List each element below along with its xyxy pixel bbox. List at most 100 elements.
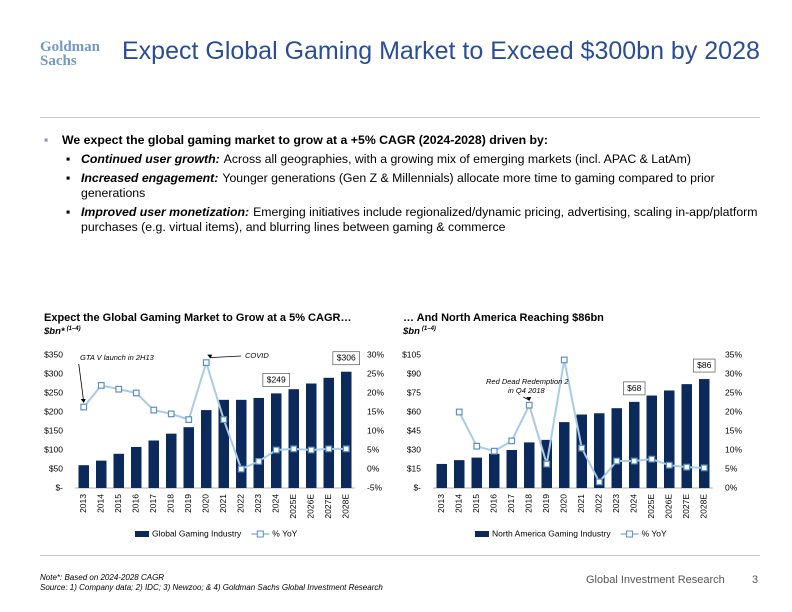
x-tick-label: 2016 [131,494,141,513]
yoy-marker [560,356,568,364]
bar [489,453,500,488]
value-label: $68 [627,383,641,393]
yoy-marker [290,445,298,453]
x-tick-label: 2013 [78,494,88,513]
y-tick-label: $30 [407,444,421,454]
logo-line: Goldman [40,39,101,55]
bar [664,390,675,488]
divider [40,117,760,118]
y-tick-label: $300 [44,368,63,378]
x-tick-label: 2026E [664,494,674,519]
y2-tick-label: 30% [367,349,384,359]
bar [524,442,535,488]
subtitle-note: (1–4) [422,326,436,332]
bar [271,393,282,488]
legend-swatch [135,531,149,537]
y-tick-label: $- [413,482,421,492]
y-tick-label: $200 [44,406,63,416]
x-tick-label: 2020 [559,494,569,513]
sub-bullet: Continued user growth:Across all geograp… [44,152,759,167]
bar [454,460,465,488]
value-label-box [332,351,361,366]
y2-tick-label: 15% [725,425,742,435]
bar [166,433,177,488]
footer: Global Investment Research [586,574,725,586]
bar [646,395,657,488]
yoy-marker [325,445,333,453]
bar [253,397,264,488]
y-tick-label: $90 [407,368,421,378]
yoy-marker [97,382,105,389]
yoy-marker [578,444,586,452]
y2-tick-label: 20% [725,406,742,416]
y2-tick-label: 5% [725,463,738,473]
bar [611,408,622,488]
annotation: Red Dead Redemption 2 [486,377,569,386]
legend-swatch [475,531,489,537]
y2-tick-label: 30% [725,368,742,378]
x-tick-label: 2016 [489,494,499,513]
bar [699,379,710,488]
y-tick-label: $100 [44,444,63,454]
yoy-marker [543,460,551,468]
bullet-text: Across all geographies, with a growing m… [223,152,691,166]
y-tick-label: $250 [44,387,63,397]
yoy-marker [132,389,140,397]
x-tick-label: 2025E [288,494,298,519]
annotation: COVID [245,351,269,360]
arrow-head [207,354,213,359]
yoy-marker [683,463,691,471]
y-tick-label: $60 [407,406,421,416]
x-tick-label: 2017 [148,494,158,513]
slide-title: Expect Global Gaming Market to Exceed $3… [122,37,760,65]
bullets: We expect the global gaming market to gr… [44,133,759,239]
yoy-marker [490,447,498,455]
bar [629,401,640,488]
bar [78,465,89,488]
value-label: $249 [267,374,286,384]
legend-label: % YoY [642,528,667,538]
notes: Note*: Based on 2024-2028 CAGR Source: 1… [40,573,383,593]
yoy-marker [185,416,193,423]
legend-marker [626,530,634,538]
y2-tick-label: 0% [725,482,738,492]
y2-tick-label: 10% [367,425,384,435]
bullet-text: Younger generations (Gen Z & Millennials… [81,171,715,200]
annotation-arrow [78,363,85,403]
x-tick-label: 2022 [594,494,604,513]
x-tick-label: 2020 [201,494,211,513]
bar [341,371,352,488]
x-tick-label: 2024 [629,494,639,513]
x-tick-label: 2015 [471,494,481,513]
yoy-marker [220,416,228,423]
y2-tick-label: 25% [725,387,742,397]
yoy-marker [202,359,210,366]
x-tick-label: 2021 [218,494,228,513]
y2-tick-label: 0% [367,463,380,473]
y-tick-label: $- [55,482,63,492]
bullet-lead: Continued user growth: [81,152,220,166]
legend-label: % YoY [272,528,297,538]
x-tick-label: 2014 [454,494,464,513]
x-tick-label: 2019 [541,494,551,513]
bar [506,450,517,488]
bar [113,453,124,488]
y-tick-label: $45 [407,425,421,435]
chart-subtitle: $bn* (1–4) [43,326,81,337]
x-tick-label: 2018 [524,494,534,513]
bar [323,377,334,488]
y-tick-label: $15 [407,463,421,473]
divider [40,555,760,556]
y2-tick-label: 15% [367,406,384,416]
x-tick-label: 2025E [646,494,656,519]
yoy-marker [613,457,621,465]
yoy-line [82,359,347,471]
bar [183,427,194,488]
logo: Goldman Sachs [40,39,101,69]
sub-bullet: Increased engagement:Younger generations… [44,171,759,201]
yoy-marker [473,442,481,450]
y2-tick-label: 10% [725,444,742,454]
yoy-marker [272,446,280,454]
